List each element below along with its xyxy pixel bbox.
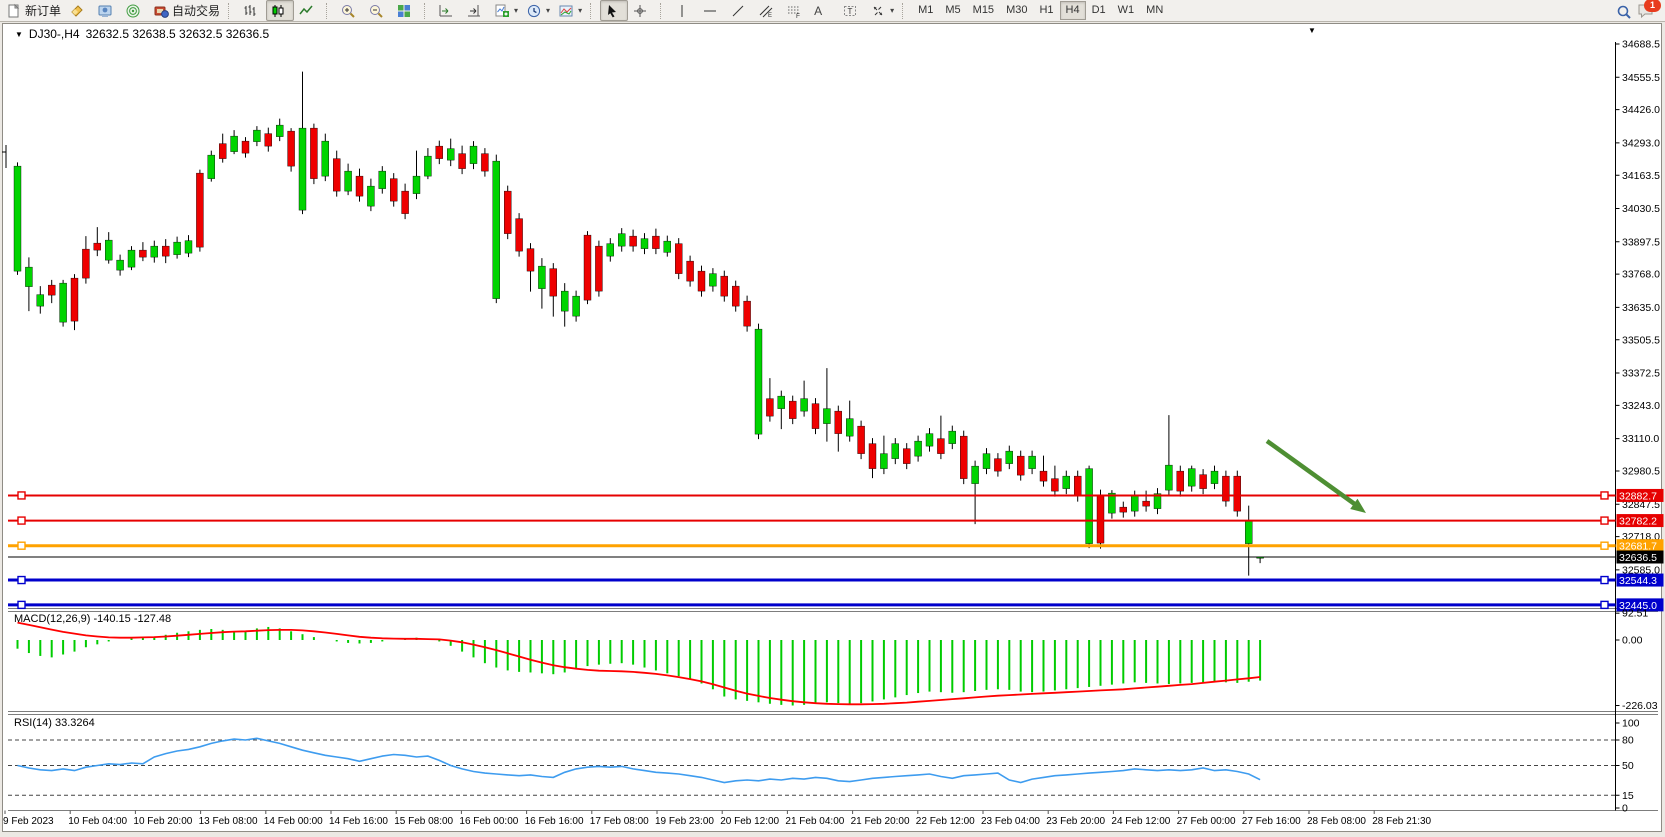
vertical-line-icon (674, 3, 690, 19)
timeframe-d1[interactable]: D1 (1091, 4, 1106, 16)
charts-button[interactable] (65, 0, 93, 21)
template-button[interactable]: ▾ (554, 0, 586, 21)
toolbar-separator (424, 2, 431, 19)
text-tool-icon: A (814, 3, 823, 18)
candlestick-chart-button[interactable] (266, 0, 295, 21)
price-axis[interactable] (1615, 44, 1661, 814)
timeframe-m30[interactable]: M30 (1006, 4, 1028, 16)
dropdown-caret-icon: ▾ (890, 6, 895, 15)
toolbar-separator (902, 2, 909, 19)
arrows-icon (870, 3, 886, 19)
radar-icon (125, 3, 141, 19)
autotrade-button[interactable]: 自动交易 (149, 0, 224, 21)
autoscroll-icon (466, 3, 482, 19)
autotrade-label: 自动交易 (172, 4, 221, 18)
svg-text:F: F (796, 13, 800, 19)
new-order-button[interactable]: 新订单 (2, 0, 65, 21)
line-chart-icon (298, 3, 314, 19)
crosshair-button[interactable] (628, 0, 656, 21)
cursor-button[interactable] (600, 0, 629, 21)
toolbar-separator (326, 2, 333, 19)
horizontal-line-icon (702, 3, 718, 19)
fibonacci-button[interactable]: F (782, 0, 810, 21)
crosshair-icon (632, 3, 648, 19)
cursor-icon (604, 3, 620, 19)
dropdown-caret-icon: ▾ (578, 6, 583, 15)
tile-windows-icon (396, 3, 412, 19)
timeframe-mn[interactable]: MN (1146, 4, 1164, 16)
timeframe-m5[interactable]: M5 (945, 4, 961, 16)
profiles-button[interactable] (93, 0, 121, 21)
dropdown-caret-icon: ▾ (546, 6, 551, 15)
toolbar-separator (590, 2, 597, 19)
main-toolbar: 新订单 自动交易 (0, 0, 1665, 22)
text-label-button[interactable]: T (838, 0, 866, 21)
trendline-button[interactable] (726, 0, 754, 21)
market-watch-button[interactable] (121, 0, 149, 21)
chart-dropdown-arrow-icon[interactable]: ▼ (15, 29, 23, 39)
profile-icon (97, 3, 113, 19)
timeframe-h4[interactable]: H4 (1059, 1, 1086, 20)
add-indicator-icon (494, 3, 510, 19)
candlestick-chart-icon (270, 3, 286, 19)
line-chart-button[interactable] (294, 0, 322, 21)
arrows-tool-button[interactable]: ▾ (866, 0, 898, 21)
new-order-icon (6, 3, 22, 19)
add-indicator-button[interactable]: ▾ (490, 0, 522, 21)
toolbar-separator (228, 2, 235, 19)
fibonacci-icon: F (786, 3, 802, 20)
dropdown-caret-icon: ▾ (514, 6, 519, 15)
shift-chart-icon (438, 3, 454, 19)
zoom-in-icon (340, 3, 356, 19)
timeframe-w1[interactable]: W1 (1117, 4, 1135, 16)
timeframe-m15[interactable]: M15 (972, 4, 995, 16)
horizontal-line-button[interactable] (698, 0, 726, 21)
toolbar-separator (660, 2, 667, 19)
bar-chart-button[interactable] (238, 0, 266, 21)
vertical-line-button[interactable] (670, 0, 698, 21)
period-button[interactable]: ▾ (522, 0, 554, 21)
svg-text:E: E (768, 13, 772, 19)
template-icon (558, 3, 574, 19)
trendline-icon (730, 3, 746, 19)
new-order-label: 新订单 (25, 4, 62, 18)
autoscroll-button[interactable] (462, 0, 490, 21)
equidistant-channel-button[interactable]: E (754, 0, 782, 21)
svg-text:T: T (848, 7, 853, 16)
zoom-out-button[interactable] (364, 0, 392, 21)
gold-tag-icon (69, 3, 85, 19)
chart-title: ▼ DJ30-,H4 32632.5 32638.5 32632.5 32636… (15, 27, 269, 41)
zoom-in-button[interactable] (336, 0, 364, 21)
window-menu-arrow-icon[interactable]: ▼ (1308, 26, 1316, 35)
equidistant-channel-icon: E (758, 3, 774, 19)
notifications-button[interactable]: 1 (1637, 0, 1661, 20)
zoom-out-icon (368, 3, 384, 19)
chart-ohlc-values: 32632.5 32638.5 32632.5 32636.5 (85, 27, 270, 41)
text-label-icon: T (842, 3, 858, 19)
bar-chart-icon (242, 3, 258, 19)
toolbar-right: 1 (1615, 0, 1663, 20)
text-tool-button[interactable]: A (810, 0, 838, 21)
timeframe-m1[interactable]: M1 (918, 4, 934, 16)
chart-symbol-period: DJ30-,H4 (28, 27, 80, 41)
search-icon[interactable] (1615, 3, 1631, 19)
shift-chart-button[interactable] (434, 0, 462, 21)
tile-windows-button[interactable] (392, 0, 420, 21)
notification-badge: 1 (1644, 0, 1661, 12)
clock-icon (526, 3, 542, 19)
chart-window[interactable]: ▼ DJ30-,H4 32632.5 32638.5 32632.5 32636… (2, 23, 1662, 832)
time-axis[interactable] (7, 812, 1607, 830)
timeframe-h1[interactable]: H1 (1039, 4, 1054, 16)
autotrade-icon (153, 3, 169, 19)
